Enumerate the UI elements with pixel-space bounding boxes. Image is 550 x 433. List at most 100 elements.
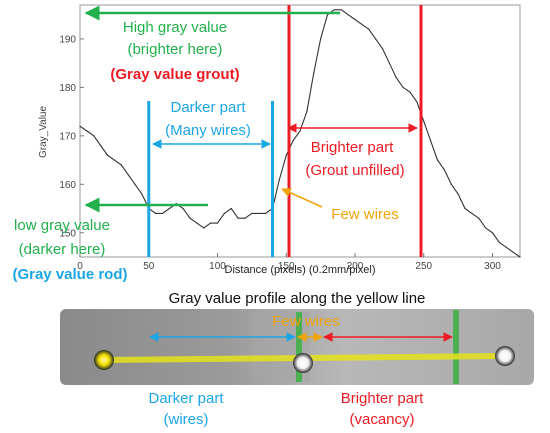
data-point: [244, 217, 246, 219]
x-axis-label: Distance (pixels) (0.2mm/pixel): [225, 264, 376, 276]
photo-green-marker-2: [453, 310, 459, 384]
data-point: [93, 135, 95, 137]
few-wires-label: Few wires: [331, 206, 399, 223]
data-point: [106, 154, 109, 156]
data-point: [498, 241, 500, 244]
data-point: [402, 86, 404, 88]
data-point: [223, 212, 225, 214]
data-point: [203, 227, 205, 229]
data-point: [120, 164, 122, 166]
data-point: [251, 212, 253, 214]
data-point: [216, 222, 219, 224]
data-point: [388, 62, 390, 64]
data-point: [485, 227, 487, 229]
y-tick-label: 160: [59, 180, 76, 191]
data-point: [409, 91, 411, 93]
photo-mid-dot: [293, 353, 313, 373]
data-point: [86, 130, 88, 132]
data-point: [265, 212, 267, 214]
high-value-sublabel: (brighter here): [127, 41, 222, 58]
data-point: [306, 111, 308, 113]
brighter-part-sublabel: (Grout unfilled): [305, 162, 404, 179]
axes: 0 50 100 150 200 250 300 150 160 170 180 190: [59, 34, 501, 272]
x-tick-label: 250: [415, 261, 432, 272]
data-point: [278, 178, 280, 181]
data-point: [464, 207, 466, 210]
data-point: [258, 212, 260, 214]
profile-caption: Gray value profile along the yellow line: [169, 290, 426, 307]
grout-label: (Gray value grout): [110, 66, 239, 83]
data-point: [100, 144, 102, 147]
photo-end-dot-left: [94, 350, 114, 370]
data-point: [79, 125, 81, 127]
data-point: [361, 23, 363, 25]
data-point: [443, 169, 445, 171]
data-point: [416, 101, 418, 103]
data-point: [333, 9, 335, 11]
data-point: [381, 48, 384, 50]
brighter-part-label: Brighter part: [311, 139, 394, 156]
data-point: [395, 77, 397, 79]
data-point: [210, 222, 212, 224]
data-point: [354, 18, 356, 21]
data-point: [320, 38, 322, 40]
data-point: [491, 232, 494, 234]
data-point: [457, 193, 459, 195]
x-tick-label: 200: [347, 261, 364, 272]
data-point: [292, 140, 294, 142]
data-point: [436, 159, 439, 161]
data-point: [168, 207, 170, 210]
data-point: [230, 207, 232, 210]
data-point: [505, 246, 507, 248]
data-point: [313, 72, 315, 74]
few-wires-arrow: [281, 188, 323, 208]
data-point: [189, 217, 191, 219]
data-point: [347, 14, 349, 16]
bottom-brighter-label: Brighter part: [341, 390, 424, 407]
data-point: [127, 174, 129, 176]
data-point: [196, 222, 198, 224]
y-axis-label: Gray_Value: [38, 106, 49, 159]
y-tick-label: 190: [59, 34, 76, 45]
rod-label: (Gray value rod): [12, 266, 127, 283]
data-point: [512, 251, 514, 253]
darker-part-label: Darker part: [170, 99, 246, 116]
data-point: [141, 193, 143, 195]
data-point: [478, 217, 480, 219]
bottom-brighter-sublabel: (vacancy): [349, 411, 414, 428]
data-point: [375, 38, 377, 40]
x-tick-label: 100: [209, 261, 226, 272]
photo-end-dot-right: [495, 346, 515, 366]
data-point: [161, 212, 164, 214]
bottom-darker-label: Darker part: [148, 390, 224, 407]
low-value-label: low gray value: [14, 217, 110, 234]
data-point: [430, 140, 432, 142]
data-point: [113, 159, 115, 161]
data-point: [285, 154, 287, 156]
data-point: [423, 120, 425, 122]
data-point: [519, 256, 521, 258]
x-tick-label: 50: [143, 261, 155, 272]
x-tick-label: 300: [484, 261, 501, 272]
data-point: [299, 130, 301, 132]
data-point: [326, 14, 329, 16]
data-point: [237, 217, 239, 219]
data-point: [450, 183, 452, 185]
y-tick-label: 170: [59, 131, 76, 142]
y-tick-label: 150: [59, 228, 76, 239]
y-tick-label: 180: [59, 83, 76, 94]
data-point: [155, 212, 157, 214]
bottom-darker-sublabel: (wires): [164, 411, 209, 428]
photo-few-wires-label: Few wires: [272, 313, 340, 330]
low-value-sublabel: (darker here): [19, 241, 106, 258]
x-tick-label: 150: [278, 261, 295, 272]
darker-part-sublabel: (Many wires): [165, 122, 251, 139]
x-tick-label: 0: [77, 261, 83, 272]
data-point: [134, 183, 136, 185]
data-point: [340, 9, 342, 11]
data-point: [182, 207, 184, 210]
data-point: [368, 28, 370, 30]
photo-green-marker-1: [296, 312, 302, 382]
high-value-label: High gray value: [123, 19, 227, 36]
